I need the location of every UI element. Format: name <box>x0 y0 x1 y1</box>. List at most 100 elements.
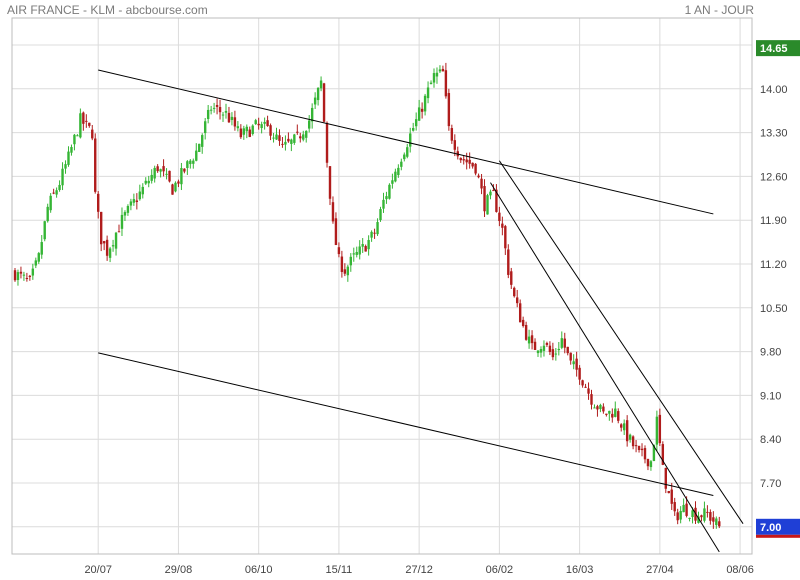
candle-down <box>563 338 566 348</box>
candle-down <box>504 226 507 249</box>
candle-up <box>70 147 73 153</box>
candle-up <box>361 244 364 247</box>
candle-down <box>215 105 219 107</box>
candle-down <box>334 218 338 246</box>
candle-up <box>414 119 418 127</box>
candle-up <box>174 182 177 192</box>
candle-up <box>319 80 323 89</box>
candle-down <box>239 128 243 138</box>
candle-up <box>599 404 602 409</box>
y-tick-label: 13.30 <box>760 128 788 140</box>
candle-up <box>141 186 144 195</box>
candle-down <box>480 178 483 189</box>
candle-down <box>269 125 272 136</box>
candle-down <box>661 444 665 465</box>
candle-down <box>569 352 572 361</box>
candle-up <box>126 205 130 213</box>
candle-up <box>313 97 317 105</box>
candle-up <box>486 195 489 215</box>
candle-down <box>19 271 23 274</box>
high-price-badge <box>756 40 800 57</box>
candle-down <box>590 394 593 405</box>
candle-up <box>293 134 296 143</box>
candle-up <box>40 242 43 255</box>
candle-down <box>135 200 139 203</box>
candle-down <box>521 319 525 326</box>
candle-down <box>578 367 581 380</box>
candle-down <box>248 129 251 137</box>
candle-down <box>581 380 584 386</box>
candle-up <box>108 248 112 258</box>
candle-up <box>489 191 492 196</box>
candle-down <box>685 503 688 516</box>
candle-down <box>477 175 480 178</box>
candle-up <box>242 128 246 135</box>
candle-down <box>495 189 498 212</box>
candle-up <box>245 126 248 132</box>
candle-up <box>67 151 70 165</box>
candle-up <box>305 130 308 138</box>
candle-up <box>76 135 79 137</box>
candle-down <box>105 239 109 256</box>
candle-up <box>275 134 278 140</box>
candle-down <box>620 424 623 428</box>
candle-up <box>352 253 355 255</box>
candle-up <box>153 167 156 179</box>
candle-down <box>516 297 519 304</box>
trendlines <box>98 69 744 553</box>
trendline <box>498 160 744 524</box>
candle-down <box>28 275 32 277</box>
x-tick-label: 15/11 <box>326 564 353 576</box>
candle-up <box>438 69 442 72</box>
candle-down <box>325 122 329 163</box>
y-tick-label: 12.60 <box>760 171 788 183</box>
candle-up <box>201 135 204 147</box>
period-label[interactable]: 1 AN - JOUR <box>684 3 754 17</box>
candle-up <box>572 361 575 365</box>
x-axis-labels: 20/07 29/08 06/10 15/11 27/12 06/02 16/03 27/04… <box>84 564 753 576</box>
candle-up <box>388 184 391 199</box>
candle-up <box>144 180 147 184</box>
candle-up <box>655 416 659 445</box>
candle-up <box>263 121 266 124</box>
candle-down <box>97 193 100 212</box>
candle-down <box>712 517 715 522</box>
candle-down <box>643 448 647 460</box>
candle-down <box>296 131 299 133</box>
candle-down <box>533 341 537 351</box>
candle-down <box>340 256 344 272</box>
candle-down <box>102 241 106 244</box>
candle-down <box>706 511 709 513</box>
candle-down <box>459 157 462 161</box>
candle-down <box>91 129 94 139</box>
candle-down <box>177 181 180 184</box>
candle-down <box>471 162 474 167</box>
candle-up <box>542 345 546 351</box>
candle-up <box>376 222 379 235</box>
candle-up <box>195 150 198 161</box>
candle-down <box>551 349 555 358</box>
candle-up <box>432 73 436 83</box>
candle-up <box>111 245 115 247</box>
candle-up <box>150 174 153 181</box>
y-tick-label: 7.70 <box>760 478 781 490</box>
candle-up <box>409 133 412 147</box>
candle-down <box>468 159 471 164</box>
last-price-underline <box>756 534 800 538</box>
candle-up <box>64 164 67 169</box>
x-tick-label: 06/10 <box>245 564 273 576</box>
candle-up <box>536 350 540 354</box>
candle-down <box>94 138 97 192</box>
candle-up <box>284 141 287 145</box>
candle-down <box>287 138 290 142</box>
candle-down <box>667 491 670 494</box>
candle-down <box>492 190 495 192</box>
candle-down <box>602 406 605 412</box>
y-tick-label: 11.20 <box>760 259 787 271</box>
candle-up <box>120 214 124 229</box>
candle-up <box>129 201 133 206</box>
candle-up <box>397 167 400 176</box>
candle-up <box>527 336 531 344</box>
candle-up <box>316 87 320 101</box>
